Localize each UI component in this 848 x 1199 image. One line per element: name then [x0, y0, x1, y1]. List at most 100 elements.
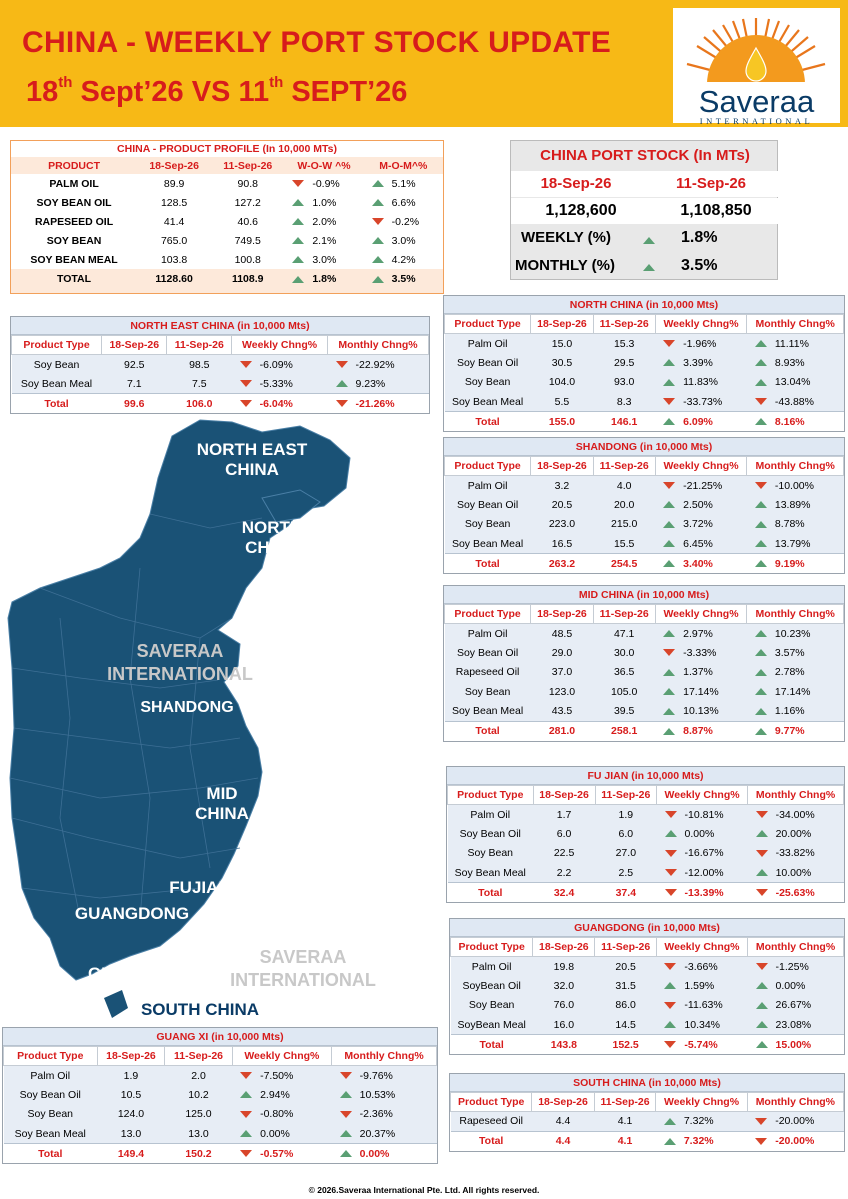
weekly-change: -1.96% — [655, 333, 747, 353]
monthly-change-value: -1.25% — [775, 960, 809, 973]
weekly-change: -11.63% — [656, 995, 748, 1015]
product-name: SOY BEAN MEAL — [30, 253, 118, 266]
col-header: 18-Sep-26 — [96, 1046, 166, 1066]
profile-total-row: TOTAL 1128.60 1108.9 1.8% 3.5% — [11, 269, 443, 289]
mom-change: 5.1% — [364, 174, 443, 193]
weekly-change: 7.32% — [655, 1111, 748, 1131]
monthly-change: -20.00% — [747, 1130, 844, 1151]
saveraa-logo: Saveraa INTERNATIONAL — [673, 8, 840, 126]
weekly-change-value: 2.50% — [683, 498, 713, 511]
monthly-change-value: 8.16% — [774, 415, 805, 428]
up-arrow-icon — [339, 1130, 352, 1138]
up-arrow-icon — [664, 1021, 677, 1029]
mom-change-value: 5.1% — [391, 177, 416, 190]
monthly-change: 17.14% — [746, 682, 844, 702]
value-current: 92.5 — [101, 354, 167, 374]
col-header: Monthly Chng% — [746, 604, 844, 624]
up-arrow-icon — [292, 275, 305, 283]
up-arrow-icon — [663, 688, 676, 696]
weekly-change-value: 10.34% — [684, 1018, 721, 1031]
region-row: Soy Bean Meal 5.5 8.3 -33.73% -43.88% — [444, 392, 844, 412]
monthly-change: 1.16% — [746, 701, 844, 721]
col-header: 11-Sep-26 — [592, 314, 656, 334]
monthly-change: 10.53% — [331, 1085, 437, 1105]
profile-row: SOY BEAN MEAL 103.8 100.8 3.0% 4.2% — [11, 250, 443, 269]
region-total-row: Total 281.0 258.1 8.87% 9.77% — [444, 720, 844, 741]
value-current: 48.5 — [530, 623, 594, 643]
value-previous: 8.3 — [593, 392, 656, 412]
map-label-shandong: SHANDONG — [140, 699, 234, 716]
value-previous: 14.5 — [594, 1015, 657, 1035]
col-header: 18-Sep-26 — [149, 159, 199, 172]
monthly-change-value: 17.14% — [774, 685, 811, 698]
page-subtitle: 18th Sept’26 VS 11th SEPT’26 — [26, 74, 408, 108]
monthly-change: 13.89% — [746, 495, 844, 515]
profile-row: SOY BEAN OIL 128.5 127.2 1.0% 6.6% — [11, 193, 443, 212]
region-grid: Product Type 18-Sep-26 11-Sep-26 Weekly Chn… — [443, 604, 844, 741]
product-type: Soy Bean — [444, 372, 531, 392]
product-type: SoyBean Oil — [450, 976, 533, 996]
col-header: Weekly Chng% — [231, 1046, 333, 1066]
region-row: Soy Bean Meal 7.1 7.5 -5.33% 9.23% — [11, 374, 429, 394]
value-previous: 47.1 — [593, 623, 656, 643]
down-arrow-icon — [664, 849, 677, 857]
down-arrow-icon — [755, 1137, 768, 1145]
down-arrow-icon — [664, 1041, 677, 1049]
value-previous: 29.5 — [593, 353, 656, 373]
up-arrow-icon — [339, 1150, 352, 1158]
up-arrow-icon — [663, 1137, 676, 1145]
down-arrow-icon — [239, 361, 252, 369]
weekly-change-value: -5.33% — [259, 377, 293, 390]
mom-change: 3.5% — [364, 269, 443, 289]
col-header: 11-Sep-26 — [592, 456, 656, 476]
weekly-change: -13.39% — [656, 882, 748, 902]
monthly-change-value: 8.93% — [774, 356, 805, 369]
down-arrow-icon — [754, 398, 767, 406]
value-current: 4.4 — [531, 1130, 595, 1151]
value-previous: 37.4 — [595, 882, 657, 902]
weekly-change: -5.74% — [656, 1034, 748, 1054]
up-arrow-icon — [754, 378, 767, 386]
down-arrow-icon — [664, 869, 677, 877]
monthly-change: -34.00% — [747, 804, 844, 824]
col-header: Product Type — [443, 314, 532, 334]
value-current: 7.1 — [101, 374, 167, 394]
monthly-change: 8.16% — [746, 411, 844, 431]
value-current: 1128.60 — [155, 273, 193, 285]
col-header: Monthly Chng% — [746, 1092, 845, 1112]
weekly-change: -6.09% — [231, 354, 328, 374]
value-previous: 36.5 — [593, 662, 656, 682]
mom-change: 3.0% — [364, 231, 443, 250]
value-current: 765.0 — [160, 234, 188, 247]
monthly-up-arrow-icon — [643, 264, 655, 271]
region-total-row: Total 99.6 106.0 -6.04% -21.26% — [11, 393, 429, 413]
weekly-change: 1.59% — [656, 976, 748, 996]
up-arrow-icon — [292, 256, 305, 264]
monthly-change: 0.00% — [331, 1143, 437, 1163]
product-type: Palm Oil — [444, 623, 531, 643]
up-arrow-icon — [754, 630, 767, 638]
weekly-change: -0.80% — [232, 1104, 332, 1124]
weekly-change-value: -21.25% — [683, 479, 723, 492]
up-arrow-icon — [371, 199, 384, 207]
up-arrow-icon — [754, 540, 767, 548]
value-current: 1.9 — [97, 1065, 165, 1085]
down-arrow-icon — [335, 400, 348, 408]
up-arrow-icon — [240, 1130, 253, 1138]
monthly-change: 15.00% — [747, 1034, 844, 1054]
profile-row: RAPESEED OIL 41.4 40.6 2.0% -0.2% — [11, 212, 443, 231]
region-header-row: Product Type 18-Sep-26 11-Sep-26 Weekly Chn… — [3, 1046, 437, 1066]
region-title: GUANGDONG (in 10,000 Mts) — [450, 919, 844, 937]
map-label-mid: MID CHINA — [195, 784, 249, 824]
product-type: Palm Oil — [444, 475, 531, 495]
down-arrow-icon — [240, 1072, 253, 1080]
weekly-change-value: 0.00% — [684, 827, 715, 840]
up-arrow-icon — [663, 501, 676, 509]
up-arrow-icon — [663, 378, 676, 386]
monthly-change: 9.77% — [746, 720, 844, 741]
weekly-change-value: -3.66% — [684, 960, 718, 973]
weekly-change: 3.39% — [655, 353, 747, 373]
monthly-change-value: -43.88% — [774, 395, 814, 408]
weekly-change: 1.37% — [655, 662, 747, 682]
mom-change: 6.6% — [364, 193, 443, 212]
